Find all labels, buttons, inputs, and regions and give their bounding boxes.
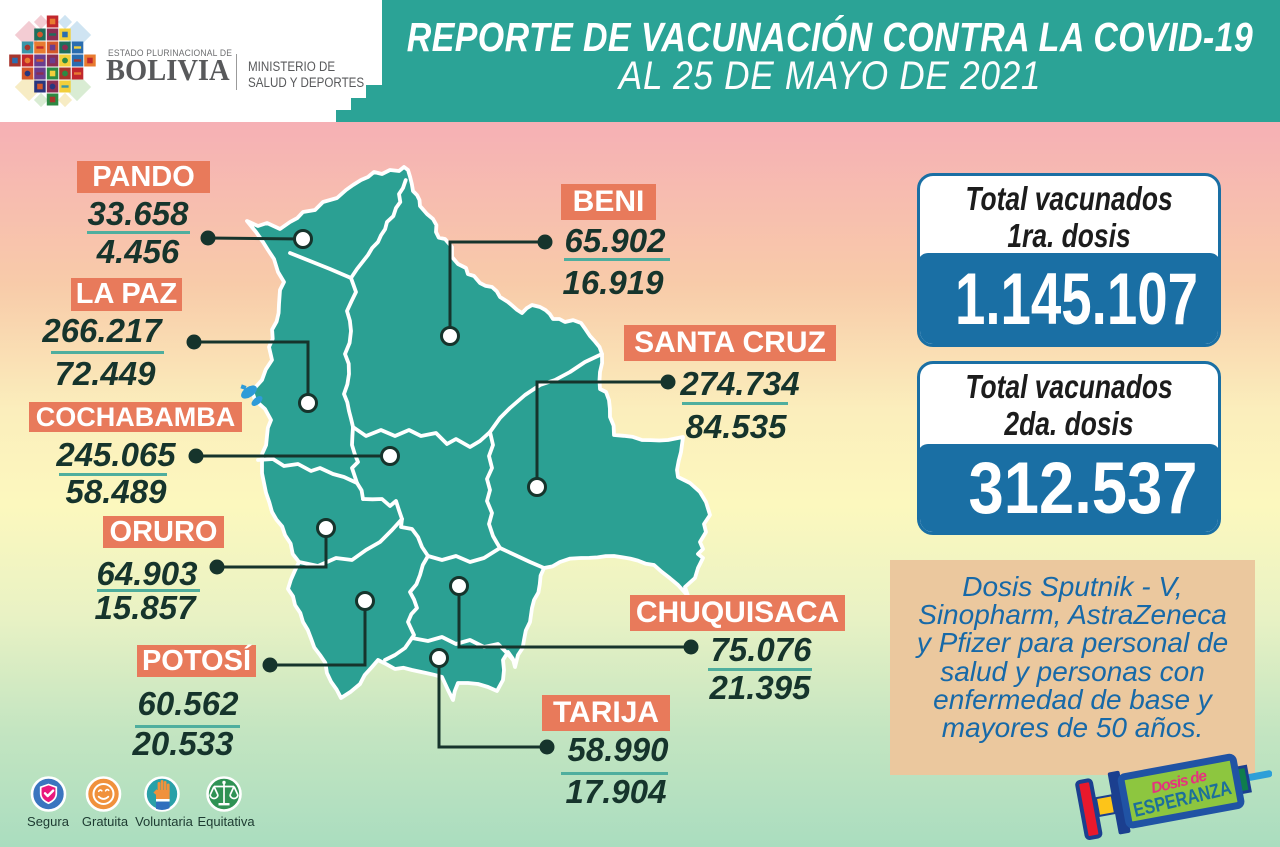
- svg-text:1.145.107: 1.145.107: [955, 259, 1198, 340]
- svg-text:312.537: 312.537: [969, 448, 1198, 529]
